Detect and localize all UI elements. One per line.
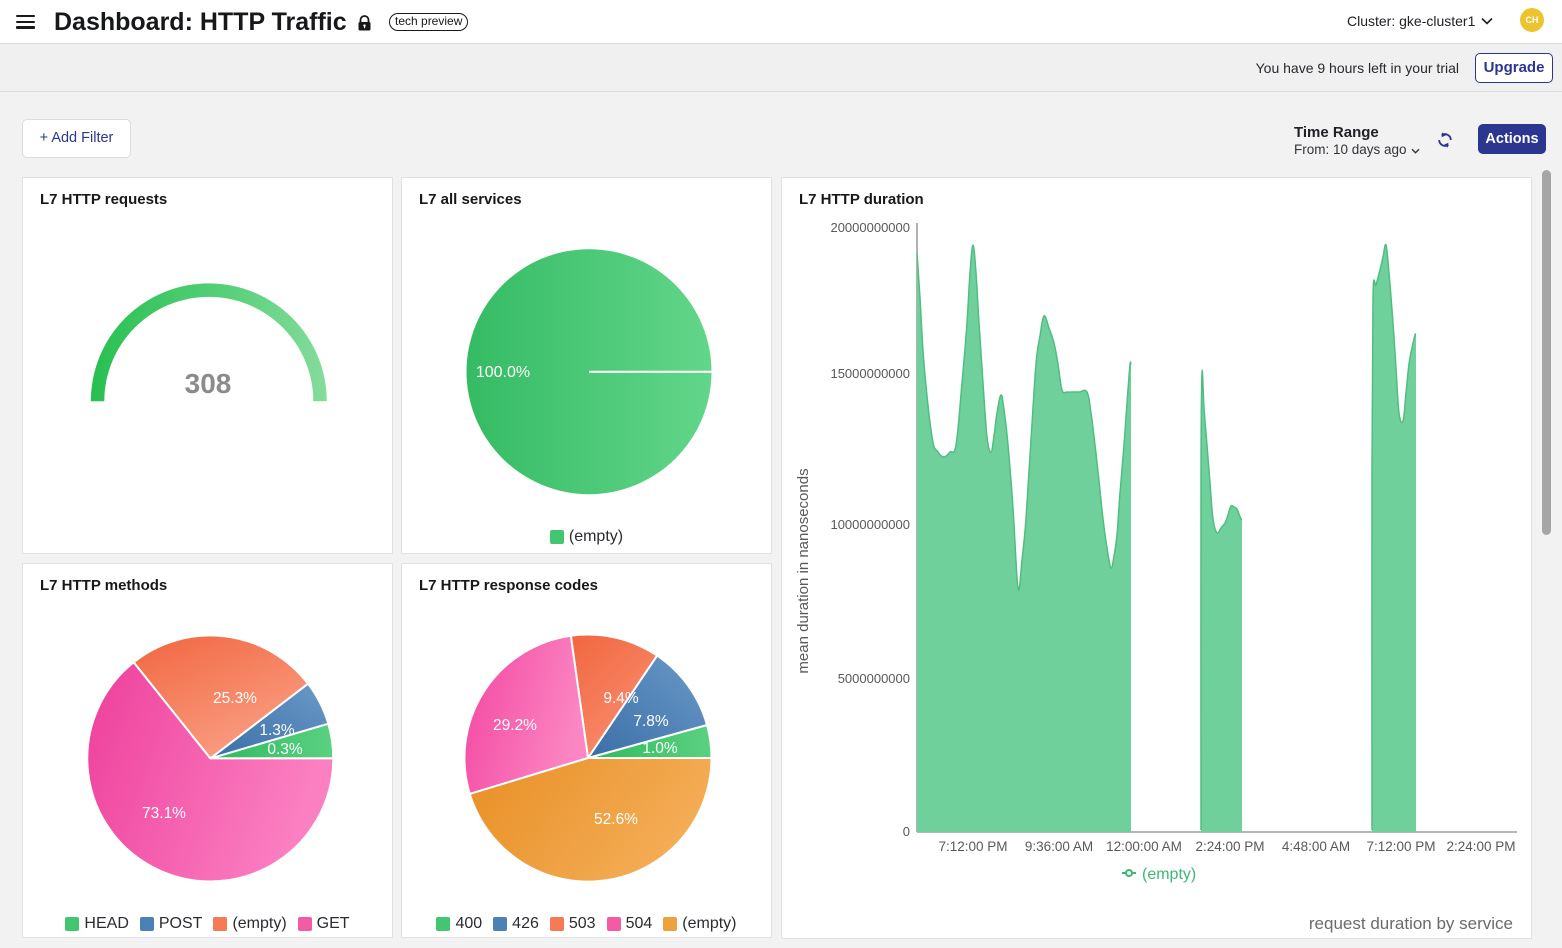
svg-text:1.3%: 1.3% (259, 722, 295, 739)
svg-text:52.6%: 52.6% (594, 811, 638, 828)
svg-text:2:24:00 PM: 2:24:00 PM (1195, 839, 1264, 854)
svg-text:25.3%: 25.3% (213, 690, 257, 707)
svg-text:4:48:00 AM: 4:48:00 AM (1282, 839, 1350, 854)
svg-text:308: 308 (185, 368, 232, 399)
svg-text:0: 0 (903, 824, 910, 839)
svg-text:mean duration in nanoseconds: mean duration in nanoseconds (795, 468, 812, 673)
svg-text:7:12:00 PM: 7:12:00 PM (1366, 839, 1435, 854)
svg-text:request duration by service: request duration by service (1309, 914, 1513, 933)
svg-text:9.4%: 9.4% (603, 690, 639, 707)
svg-text:29.2%: 29.2% (493, 717, 537, 734)
svg-text:12:00:00 AM: 12:00:00 AM (1106, 839, 1182, 854)
svg-text:(empty): (empty) (1142, 866, 1196, 883)
svg-text:5000000000: 5000000000 (838, 671, 910, 686)
svg-text:15000000000: 15000000000 (830, 366, 910, 381)
svg-text:20000000000: 20000000000 (830, 220, 910, 235)
svg-text:10000000000: 10000000000 (830, 517, 910, 532)
svg-text:0.3%: 0.3% (267, 741, 303, 758)
svg-text:73.1%: 73.1% (142, 805, 186, 822)
svg-text:100.0%: 100.0% (476, 364, 530, 381)
svg-text:7.8%: 7.8% (633, 713, 669, 730)
svg-text:1.0%: 1.0% (642, 740, 678, 757)
svg-text:7:12:00 PM: 7:12:00 PM (938, 839, 1007, 854)
svg-text:2:24:00 PM: 2:24:00 PM (1446, 839, 1515, 854)
svg-text:9:36:00 AM: 9:36:00 AM (1025, 839, 1093, 854)
